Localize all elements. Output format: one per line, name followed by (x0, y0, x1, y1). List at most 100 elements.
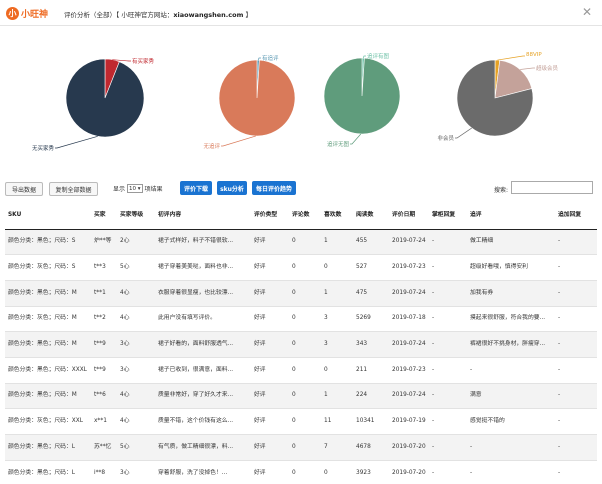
cell-follow-up-reply: - (555, 459, 597, 484)
cell-initial-review: 裙子式样好，料子不错很软... (155, 228, 251, 255)
cell-sku: 颜色分类：黑色；尺码：M (5, 382, 91, 409)
search-input[interactable] (511, 181, 593, 194)
cell-follow-up-reply: - (555, 356, 597, 384)
daily-trend-button[interactable]: 每日评价趋势 (252, 181, 296, 195)
sku-analysis-button[interactable]: sku分析 (217, 181, 247, 195)
cell-review-type: 好评 (251, 279, 289, 307)
cell-sku: 颜色分类：灰色；尺码：XXL (5, 408, 91, 435)
cell-follow-up-reply: - (555, 228, 597, 255)
cell-review-type: 好评 (251, 459, 289, 484)
export-data-button[interactable]: 导出数据 (5, 182, 43, 196)
cell-read-count: 211 (353, 356, 389, 384)
pie-leader-line (362, 55, 366, 59)
pie-slice-no-buyer-show[interactable] (65, 58, 145, 138)
column-header-buyer[interactable]: 买家 (91, 202, 117, 230)
table-row[interactable]: 颜色分类：黑色；尺码：M t**6 4心 质量非常好，穿了好久才来... 好评 0 1 224… (5, 382, 597, 409)
cell-seller-reply: - (429, 228, 467, 255)
review-download-button[interactable]: 评价下载 (180, 181, 212, 195)
cell-review-date: 2019-07-24 (389, 331, 429, 358)
cell-buyer-level: 3心 (117, 331, 155, 358)
table-row[interactable]: 颜色分类：灰色；尺码：S t**3 5心 裙子穿着美美哒，面料也非... 好评 0 0 527… (5, 254, 597, 281)
cell-read-count: 5269 (353, 305, 389, 332)
pie-svg (218, 57, 296, 147)
cell-buyer-level: 2心 (117, 228, 155, 255)
cell-review-type: 好评 (251, 408, 289, 435)
table-row[interactable]: 颜色分类：黑色；尺码：L 苏**忆 5心 有气质，做工精细很漂，料... 好评 0 7 467… (5, 434, 597, 461)
cell-sku: 颜色分类：黑色；尺码：S (5, 228, 91, 255)
table-row[interactable]: 颜色分类：黑色；尺码：M t**9 3心 裙子好看的，面料舒服透气... 好评 0 3 343… (5, 331, 597, 358)
cell-read-count: 10341 (353, 408, 389, 435)
cell-comment-count: 0 (289, 331, 321, 358)
cell-buyer: 苏**忆 (91, 434, 117, 461)
column-header-seller-reply[interactable]: 掌柜回复 (429, 202, 467, 230)
cell-buyer-level: 4心 (117, 382, 155, 409)
pie-leader-line (257, 57, 261, 61)
cell-seller-reply: - (429, 305, 467, 332)
column-header-follow-up-reply[interactable]: 追加回复 (555, 202, 597, 230)
cell-like-count: 0 (321, 356, 353, 384)
table-row[interactable]: 颜色分类：黑色；尺码：M t**1 4心 衣服穿着很显瘦，也比较漂... 好评 0 1 475… (5, 279, 597, 307)
cell-initial-review: 有气质，做工精细很漂，料... (155, 434, 251, 461)
column-header-read-count[interactable]: 阅读数 (353, 202, 389, 230)
cell-initial-review: 裙子好看的，面料舒服透气... (155, 331, 251, 358)
table-row[interactable]: 颜色分类：灰色；尺码：M t**2 4心 此用户没有填写评价。 好评 0 3 5269 2019… (5, 305, 597, 332)
cell-follow-up: 摸起来很舒服，符合我的要... (467, 305, 555, 332)
cell-like-count: 7 (321, 434, 353, 461)
cell-buyer: i**8 (91, 459, 117, 484)
page-size-control: 显示 10 ▾ 项结果 (113, 184, 163, 193)
cell-follow-up: 做工精细 (467, 228, 555, 255)
pie-buyer-show: 有买家秀 无买家秀 (32, 38, 190, 158)
pie-leader-line (55, 135, 98, 149)
pie-charts-area: 有买家秀 无买家秀 有追评 无追评 追评有图 追评无图 88VIP 超级会员 非会员 (0, 38, 602, 158)
cell-buyer: t**1 (91, 279, 117, 307)
pie-leader-line (497, 55, 525, 61)
pie-slice-non-member[interactable] (456, 59, 534, 137)
column-header-sku[interactable]: SKU (5, 202, 91, 230)
pie-slice-no-follow-up[interactable] (218, 59, 296, 137)
cell-buyer-level: 4心 (117, 305, 155, 332)
pie-svg (323, 55, 401, 145)
column-header-like-count[interactable]: 喜欢数 (321, 202, 353, 230)
column-header-comment-count[interactable]: 评论数 (289, 202, 321, 230)
cell-review-date: 2019-07-23 (389, 356, 429, 384)
pie-label-follow-up-with-image: 追评有图 (367, 54, 390, 60)
table-row[interactable]: 颜色分类：灰色；尺码：XXL x**1 4心 质量不错，这个价钱有这么... 好评 0 11… (5, 408, 597, 435)
cell-review-type: 好评 (251, 254, 289, 281)
pie-slice-follow-up-no-image[interactable] (323, 57, 401, 135)
toolbar: 导出数据 复制全部数据 显示 10 ▾ 项结果 评价下载 sku分析 每日评价趋… (0, 180, 602, 198)
column-header-review-date[interactable]: 评价日期 (389, 202, 429, 230)
pie-svg (455, 55, 535, 139)
cell-buyer: t**2 (91, 305, 117, 332)
cell-read-count: 455 (353, 228, 389, 255)
column-header-review-type[interactable]: 评价类型 (251, 202, 289, 230)
cell-comment-count: 0 (289, 254, 321, 281)
column-header-initial-review[interactable]: 初评内容 (155, 202, 251, 230)
pie-leader-line (221, 135, 256, 147)
cell-comment-count: 0 (289, 382, 321, 409)
page-size-select[interactable]: 10 ▾ (127, 184, 143, 193)
table-row[interactable]: 颜色分类：黑色；尺码：XXXL t**9 3心 裙子已收到，很满意，面料... 好评 0 0… (5, 356, 597, 384)
column-header-follow-up[interactable]: 追评 (467, 202, 555, 230)
cell-review-type: 好评 (251, 356, 289, 384)
cell-sku: 颜色分类：黑色；尺码：M (5, 331, 91, 358)
cell-follow-up-reply: - (555, 382, 597, 409)
pie-label-no-buyer-show: 无买家秀 (31, 146, 54, 152)
cell-initial-review: 裙子已收到，很满意，面料... (155, 356, 251, 384)
copy-all-data-button[interactable]: 复制全部数据 (49, 182, 98, 196)
cell-review-type: 好评 (251, 331, 289, 358)
cell-sku: 颜色分类：灰色；尺码：S (5, 254, 91, 281)
cell-comment-count: 0 (289, 305, 321, 332)
official-site-link[interactable]: xiaowangshen.com (173, 11, 244, 19)
pie-slice-super-member[interactable] (494, 59, 533, 99)
cell-review-date: 2019-07-19 (389, 408, 429, 435)
close-icon[interactable]: ✕ (581, 5, 592, 19)
table-row[interactable]: 颜色分类：黑色；尺码：L i**8 3心 穿着舒服，洗了没掉色！... 好评 0 0 3923… (5, 459, 597, 484)
cell-sku: 颜色分类：黑色；尺码：XXXL (5, 356, 91, 384)
cell-like-count: 1 (321, 279, 353, 307)
cell-like-count: 3 (321, 305, 353, 332)
reviews-table-container: SKU 买家 买家等级 初评内容 评价类型 评论数 喜欢数 阅读数 评价日期 掌柜回复 追评 追加回复… (5, 202, 597, 484)
column-header-buyer-level[interactable]: 买家等级 (117, 202, 155, 230)
table-row[interactable]: 颜色分类：黑色；尺码：S 炉**等 2心 裙子式样好，料子不错很软... 好评 0 1 455… (5, 228, 597, 255)
pie-follow-up-image: 追评有图 追评无图 (300, 38, 450, 158)
cell-buyer: t**6 (91, 382, 117, 409)
